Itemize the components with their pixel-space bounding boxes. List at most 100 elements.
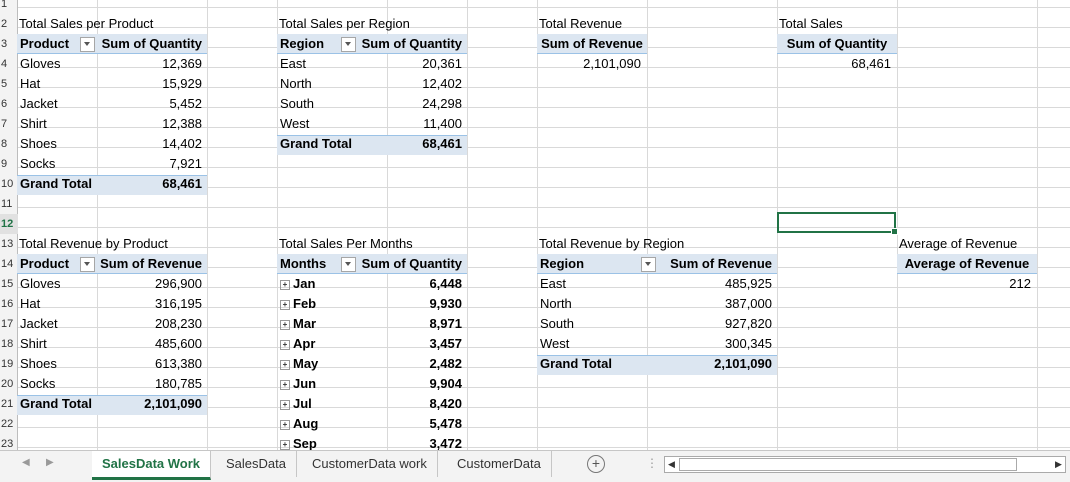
pivot-title[interactable]: Total Revenue by Region (539, 236, 685, 251)
pivot-value[interactable]: 296,900 (155, 276, 202, 291)
selected-cell[interactable] (777, 212, 898, 235)
pivot-row-label[interactable]: East (280, 54, 360, 74)
pivot-row-label[interactable]: + Aug (280, 414, 360, 434)
row-number[interactable]: 18 (1, 338, 14, 350)
pivot-value[interactable]: 8,971 (429, 316, 462, 331)
pivot-value[interactable]: 11,400 (423, 116, 462, 131)
pivot-row-header[interactable]: Region (540, 256, 585, 271)
pivot-row-label[interactable]: + Feb (280, 294, 360, 314)
row-number[interactable]: 8 (1, 138, 8, 150)
row-number[interactable]: 9 (1, 158, 8, 170)
pivot-row-label[interactable]: South (540, 314, 650, 334)
pivot-row-label[interactable]: East (540, 274, 650, 294)
expand-plus-icon[interactable]: + (280, 399, 290, 410)
pivot-value[interactable]: 208,230 (155, 316, 202, 331)
scroll-left-icon[interactable]: ◀ (668, 459, 675, 469)
pivot-value[interactable]: 316,195 (155, 296, 202, 311)
expand-plus-icon[interactable]: + (280, 279, 290, 290)
scroll-right-icon[interactable]: ▶ (1055, 459, 1062, 469)
pivot-row-label[interactable]: Hat (20, 74, 100, 94)
expand-plus-icon[interactable]: + (280, 359, 290, 370)
tab-salesdata-work[interactable]: SalesData Work (92, 451, 212, 480)
pivot-row-label[interactable]: + Jul (280, 394, 360, 414)
pivot-value[interactable]: 8,420 (429, 396, 462, 411)
pivot-title[interactable]: Total Revenue (539, 16, 623, 31)
pivot-value-header[interactable]: Sum of Revenue (541, 36, 643, 51)
pivot-row-label[interactable]: + Jun (280, 374, 360, 394)
pivot-row-label[interactable]: Hat (20, 294, 100, 314)
pivot-title[interactable]: Total Sales (779, 16, 843, 31)
expand-plus-icon[interactable]: + (280, 339, 290, 350)
pivot-value[interactable]: 300,345 (725, 336, 772, 351)
pivot-value[interactable]: 3,472 (429, 436, 462, 451)
grand-total-value[interactable]: 2,101,090 (714, 356, 772, 371)
row-number[interactable]: 14 (1, 258, 14, 270)
pivot-value[interactable]: 613,380 (155, 356, 202, 371)
pivot-value[interactable]: 12,388 (162, 116, 202, 131)
pivot-value[interactable]: 6,448 (429, 276, 462, 291)
grand-total-value[interactable]: 2,101,090 (144, 396, 202, 411)
pivot-value[interactable]: 2,482 (429, 356, 462, 371)
pivot-value-header[interactable]: Sum of Quantity (786, 36, 888, 51)
pivot-row-label[interactable]: Shoes (20, 354, 100, 374)
pivot-value[interactable]: 485,925 (725, 276, 772, 291)
triangle-right-icon[interactable]: ▶ (46, 457, 54, 468)
pivot-row-label[interactable]: Shirt (20, 334, 100, 354)
row-number[interactable]: 17 (1, 318, 14, 330)
grand-total-label[interactable]: Grand Total (540, 356, 612, 371)
pivot-title[interactable]: Average of Revenue (899, 236, 1018, 251)
row-headers[interactable]: 1 2 3 4 5 6 7 8 9 10 11 12 13 14 15 16 17 18 19 20 21 22 23 (0, 0, 18, 450)
horizontal-scrollbar[interactable]: ◀ ▶ (664, 456, 1066, 473)
filter-dropdown-icon[interactable] (80, 37, 95, 52)
expand-plus-icon[interactable]: + (280, 319, 290, 330)
row-number[interactable]: 21 (1, 398, 14, 410)
pivot-row-label[interactable]: + Apr (280, 334, 360, 354)
pivot-row-label[interactable]: + Sep (280, 434, 360, 454)
pivot-row-label[interactable]: West (280, 114, 360, 134)
pivot-row-header[interactable]: Product (20, 256, 70, 271)
pivot-value[interactable]: 5,452 (169, 96, 202, 111)
expand-plus-icon[interactable]: + (280, 299, 290, 310)
grand-total-value[interactable]: 68,461 (162, 176, 202, 191)
pivot-value-header[interactable]: Sum of Quantity (361, 256, 462, 271)
vertical-dots-icon[interactable]: ⋮ (646, 456, 658, 470)
pivot-row-label[interactable]: Shoes (20, 134, 100, 154)
grand-total-value[interactable]: 68,461 (422, 136, 462, 151)
pivot-value-header[interactable]: Sum of Quantity (361, 36, 462, 51)
pivot-row-label[interactable]: South (280, 94, 360, 114)
row-number[interactable]: 4 (1, 58, 8, 70)
pivot-value[interactable]: 7,921 (169, 156, 202, 171)
row-number[interactable]: 11 (1, 198, 13, 210)
filter-dropdown-icon[interactable] (341, 257, 356, 272)
expand-plus-icon[interactable]: + (280, 379, 290, 390)
pivot-value[interactable]: 927,820 (725, 316, 772, 331)
row-number[interactable]: 13 (1, 238, 14, 250)
pivot-value[interactable]: 15,929 (162, 76, 202, 91)
pivot-value[interactable]: 5,478 (429, 416, 462, 431)
pivot-row-label[interactable]: Socks (20, 154, 100, 174)
pivot-row-label[interactable]: Gloves (20, 54, 100, 74)
row-number[interactable]: 3 (1, 38, 8, 50)
pivot-row-label[interactable]: West (540, 334, 650, 354)
pivot-row-header[interactable]: Months (280, 256, 327, 271)
pivot-value[interactable]: 20,361 (422, 56, 462, 71)
pivot-value[interactable]: 24,298 (422, 96, 462, 111)
pivot-value[interactable]: 9,930 (429, 296, 462, 311)
pivot-value[interactable]: 3,457 (429, 336, 462, 351)
grand-total-label[interactable]: Grand Total (20, 396, 92, 411)
pivot-title[interactable]: Total Sales per Product (19, 16, 154, 31)
pivot-row-header[interactable]: Product (20, 36, 70, 51)
pivot-value[interactable]: 14,402 (162, 136, 202, 151)
expand-plus-icon[interactable]: + (280, 439, 290, 450)
plus-circle-icon[interactable]: + (587, 455, 605, 473)
pivot-row-label[interactable]: + May (280, 354, 360, 374)
pivot-row-label[interactable]: Shirt (20, 114, 100, 134)
grand-total-label[interactable]: Grand Total (280, 136, 352, 151)
pivot-row-label[interactable]: + Mar (280, 314, 360, 334)
pivot-value[interactable]: 68,461 (851, 56, 891, 71)
tab-salesdata[interactable]: SalesData (216, 451, 297, 477)
row-number[interactable]: 10 (1, 178, 14, 190)
pivot-value[interactable]: 12,369 (162, 56, 202, 71)
row-number[interactable]: 7 (1, 118, 8, 130)
pivot-value-header[interactable]: Sum of Quantity (101, 36, 202, 51)
